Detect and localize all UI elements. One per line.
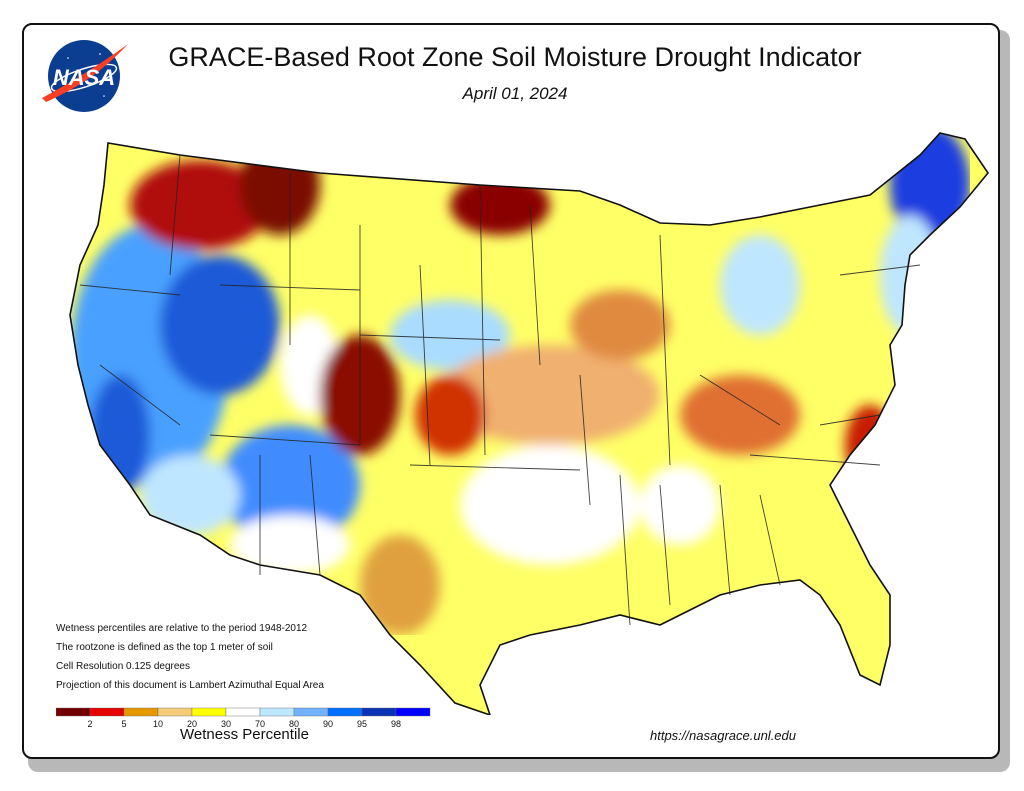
state-boundaries: [79, 154, 921, 626]
map-date: April 01, 2024: [462, 84, 568, 103]
nasa-logo: NASA: [42, 40, 128, 112]
legend-swatch: [89, 707, 125, 717]
legend-swatch: [225, 707, 261, 717]
legend-tick-label: 2: [87, 719, 92, 729]
us-drought-map: [69, 132, 989, 715]
color-legend: 2 5 10 20 30 70 80 90 95 98: [56, 707, 431, 729]
legend-swatch: [157, 707, 193, 717]
legend-tick-label: 95: [357, 719, 367, 729]
legend-tick-label: 30: [221, 719, 231, 729]
source-url: https://nasagrace.unl.edu: [650, 728, 796, 743]
legend-swatch: [56, 707, 91, 717]
legend-tick-label: 70: [255, 719, 265, 729]
legend-swatch: [293, 707, 329, 717]
legend-tick-label: 90: [323, 719, 333, 729]
legend-tick-label: 98: [391, 719, 401, 729]
note-projection: Projection of this document is Lambert A…: [56, 680, 324, 691]
legend-swatch: [123, 707, 159, 717]
legend-tick-label: 20: [187, 719, 197, 729]
map-title: GRACE-Based Root Zone Soil Moisture Drou…: [168, 42, 862, 72]
note-period: Wetness percentiles are relative to the …: [56, 623, 308, 634]
note-resolution: Cell Resolution 0.125 degrees: [56, 661, 190, 672]
map-notes: Wetness percentiles are relative to the …: [56, 619, 324, 695]
legend-swatch: [327, 707, 363, 717]
legend-title: Wetness Percentile: [180, 726, 309, 743]
legend-swatch: [191, 707, 227, 717]
legend-tick-label: 80: [289, 719, 299, 729]
legend-swatch: [361, 707, 397, 717]
note-rootzone: The rootzone is defined as the top 1 met…: [56, 642, 273, 653]
legend-swatch: [395, 707, 431, 717]
legend-tick-label: 10: [153, 719, 163, 729]
svg-text:NASA: NASA: [53, 65, 115, 90]
legend-swatch: [259, 707, 295, 717]
legend-tick-label: 5: [121, 719, 126, 729]
